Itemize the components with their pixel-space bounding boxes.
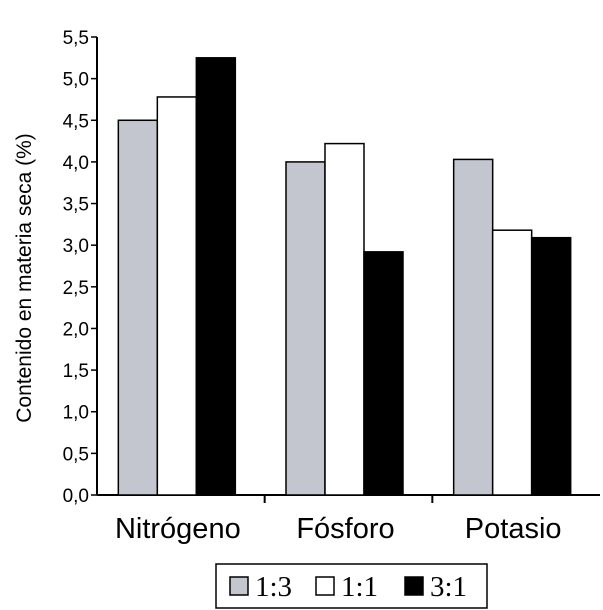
bar-1-3-0 xyxy=(117,119,159,496)
bars xyxy=(117,57,572,496)
legend-label: 1:1 xyxy=(341,571,378,603)
y-tick-label: 0,0 xyxy=(63,486,89,507)
legend-box xyxy=(215,563,488,609)
legend-swatch xyxy=(229,576,249,596)
bar-3-1-2 xyxy=(530,236,572,496)
legend-label: 3:1 xyxy=(430,571,467,603)
y-tick-label: 2,0 xyxy=(63,319,89,340)
legend-swatch xyxy=(404,576,424,596)
y-tick-label: 0,5 xyxy=(63,444,89,465)
bar-1-3-1 xyxy=(285,161,326,496)
bar-1-1-2 xyxy=(491,229,533,496)
legend: 1:3 1:1 3:1 xyxy=(215,563,488,609)
y-tick-label: 4,5 xyxy=(63,111,89,132)
y-tick-label: 3,5 xyxy=(63,195,89,216)
x-tick-label: Fósforo xyxy=(296,513,394,545)
y-axis-label-group: Contenido en materia seca (%) xyxy=(13,133,36,422)
y-tick-label: 3,0 xyxy=(63,236,89,257)
y-axis-label: Contenido en materia seca (%) xyxy=(13,133,36,422)
x-tick-label: Potasio xyxy=(465,513,562,545)
bar-1-1-0 xyxy=(156,96,198,496)
x-tick-labels: Nitrógeno Fósforo Potasio xyxy=(115,513,562,545)
bar-1-1-1 xyxy=(324,142,365,496)
y-tick-label: 2,5 xyxy=(63,278,89,299)
y-tick-label: 1,0 xyxy=(63,403,89,424)
bar-3-1-1 xyxy=(363,251,404,496)
y-tick-label: 4,0 xyxy=(63,153,89,174)
y-tick-label: 5,5 xyxy=(63,28,89,49)
y-tick-label: 5,0 xyxy=(63,70,89,91)
y-tick-label: 1,5 xyxy=(63,361,89,382)
legend-swatch xyxy=(315,576,335,596)
y-ticks: 0,0 0,5 1,0 1,5 2,0 2,5 3,0 3,5 4,0 4,5 5,0 5,5 xyxy=(63,28,97,507)
x-tick-label: Nitrógeno xyxy=(115,513,241,545)
bar-1-3-2 xyxy=(452,158,494,496)
bar-3-1-0 xyxy=(195,57,237,496)
legend-label: 1:3 xyxy=(255,571,292,603)
